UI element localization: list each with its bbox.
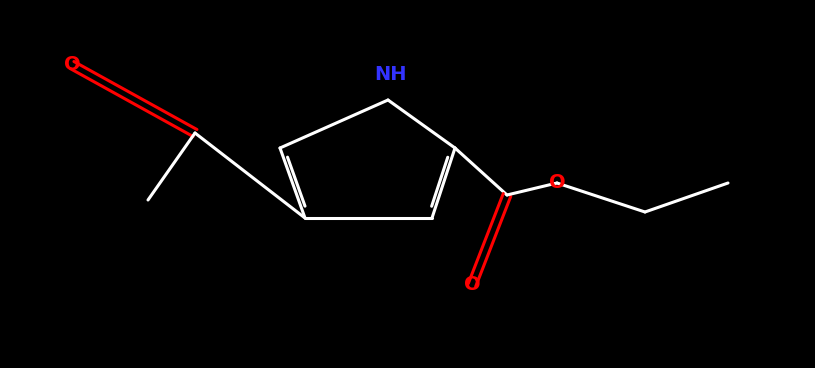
Text: O: O bbox=[64, 56, 81, 74]
Text: O: O bbox=[464, 276, 480, 294]
Text: NH: NH bbox=[374, 66, 406, 85]
Text: O: O bbox=[548, 173, 566, 192]
